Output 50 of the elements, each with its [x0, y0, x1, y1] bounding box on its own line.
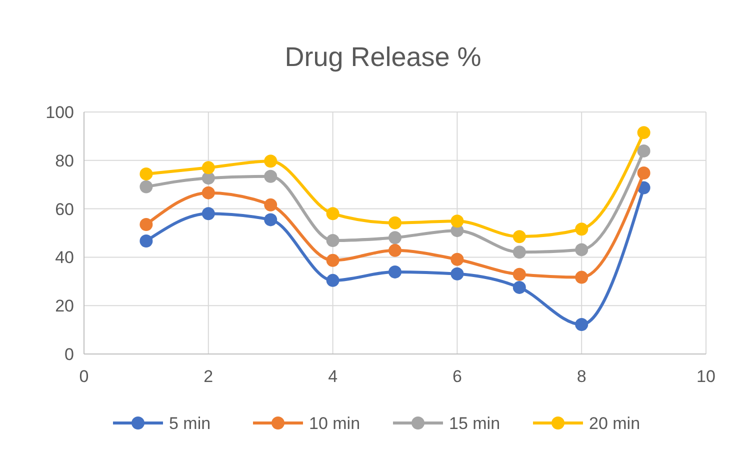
point [637, 126, 650, 140]
point [388, 244, 402, 257]
point [326, 274, 340, 287]
point [450, 267, 464, 280]
point [264, 198, 278, 212]
point [140, 218, 153, 232]
point [264, 213, 278, 226]
point [264, 154, 278, 168]
point [637, 166, 650, 180]
point [450, 214, 464, 228]
point [450, 252, 464, 266]
legend-label: 5 min [169, 414, 211, 433]
point [575, 222, 588, 236]
point [388, 231, 402, 244]
point [202, 186, 215, 200]
point [140, 234, 153, 248]
point [512, 230, 526, 244]
point [326, 234, 340, 247]
point [388, 265, 402, 278]
point [140, 167, 153, 180]
point [512, 280, 526, 294]
legend-label: 10 min [309, 414, 360, 433]
point [575, 243, 588, 256]
x-tick-label: 10 [696, 367, 716, 386]
point [512, 246, 526, 259]
point [140, 180, 153, 194]
point [575, 270, 588, 284]
point [575, 318, 588, 331]
y-tick-label: 60 [55, 200, 74, 219]
x-tick-label: 8 [576, 367, 586, 386]
point [512, 268, 526, 281]
y-tick-label: 20 [55, 296, 74, 316]
chart-title: Drug Release % [284, 42, 482, 72]
point [326, 254, 340, 267]
legend-label: 15 min [449, 414, 500, 433]
point [326, 207, 340, 220]
x-tick-label: 2 [204, 367, 214, 386]
legend-label: 20 min [589, 414, 640, 433]
point [202, 161, 215, 174]
point [637, 144, 650, 158]
y-tick-label: 0 [64, 344, 74, 364]
point [388, 216, 402, 230]
x-tick-label: 0 [79, 367, 89, 386]
y-tick-label: 100 [46, 102, 74, 122]
point [264, 170, 278, 183]
y-tick-label: 40 [55, 248, 74, 268]
point [202, 207, 215, 220]
y-tick-label: 80 [55, 151, 74, 170]
x-tick-label: 6 [452, 367, 462, 386]
x-tick-label: 4 [328, 367, 338, 386]
